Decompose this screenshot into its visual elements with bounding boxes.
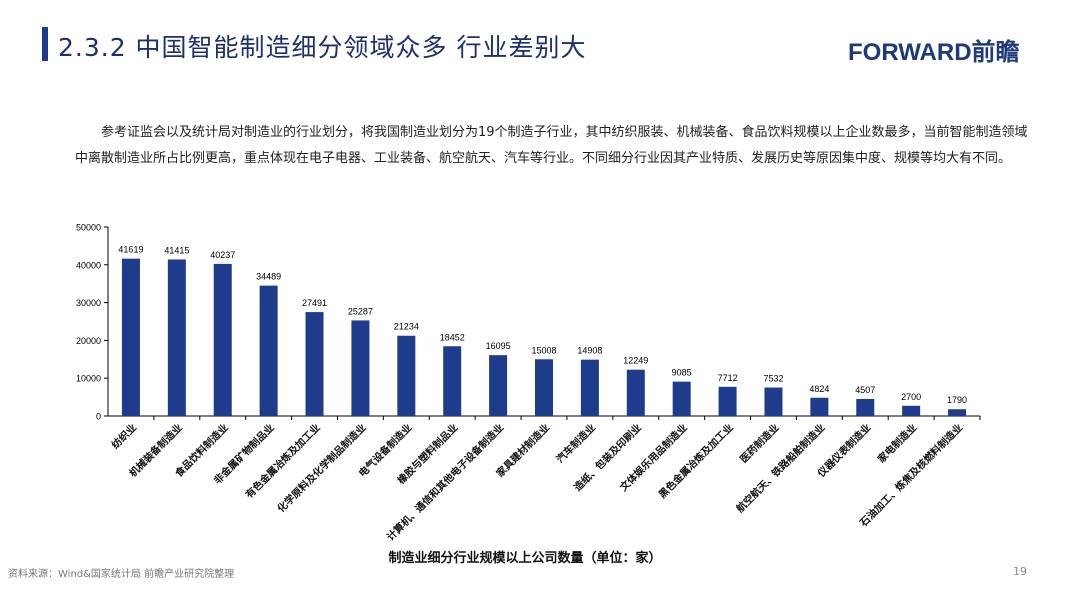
data-label: 1790 xyxy=(947,395,967,405)
bar xyxy=(810,397,829,416)
bar xyxy=(718,386,737,416)
x-tick-label: 化学原料及化学制品制造业 xyxy=(274,421,368,515)
forward-logo: FORWARD前瞻 xyxy=(848,39,1020,66)
data-label: 4824 xyxy=(809,384,829,394)
bar xyxy=(167,259,186,416)
bar xyxy=(121,258,140,416)
data-label: 12249 xyxy=(623,356,648,366)
bar xyxy=(397,335,416,416)
bar xyxy=(626,369,645,416)
data-label: 7712 xyxy=(718,373,738,383)
y-tick-label: 50000 xyxy=(76,223,101,233)
bar xyxy=(948,409,967,416)
bar xyxy=(856,398,875,416)
x-tick-label: 纺织业 xyxy=(109,421,139,451)
data-label: 18452 xyxy=(440,332,465,342)
data-label: 4507 xyxy=(855,385,875,395)
x-tick-label: 黑色金属冶炼及加工业 xyxy=(656,421,736,501)
data-label: 15008 xyxy=(531,345,556,355)
x-axis-title: 制造业细分行业规模以上公司数量（单位：家） xyxy=(388,550,661,566)
bar xyxy=(213,263,232,416)
y-tick-label: 10000 xyxy=(76,374,101,384)
data-label: 40237 xyxy=(210,250,235,260)
data-label: 7532 xyxy=(763,374,783,384)
source-note: 资料来源：Wind&国家统计局 前瞻产业研究院整理 xyxy=(8,569,235,580)
page-number: 19 xyxy=(1013,565,1027,578)
title-accent-bar xyxy=(42,27,48,61)
bar xyxy=(443,346,462,416)
x-tick-label: 汽车制造业 xyxy=(553,421,598,466)
bar xyxy=(672,381,691,416)
x-tick-label: 医药制造业 xyxy=(737,421,782,466)
y-tick-label: 40000 xyxy=(76,260,101,270)
bar xyxy=(351,320,370,416)
page-title: 2.3.2 中国智能制造细分领域众多 行业差别大 xyxy=(58,33,587,62)
data-label: 27491 xyxy=(302,298,327,308)
bar xyxy=(902,405,921,416)
data-label: 25287 xyxy=(348,306,373,316)
x-tick-label: 航空航天、铁路船舶制造业 xyxy=(733,421,827,515)
data-label: 16095 xyxy=(486,341,511,351)
bar xyxy=(259,285,278,416)
data-label: 34489 xyxy=(256,272,281,282)
data-label: 9085 xyxy=(672,368,692,378)
bar xyxy=(489,355,508,416)
bar xyxy=(764,387,783,416)
y-tick-label: 20000 xyxy=(76,336,101,346)
x-tick-label: 家电制造业 xyxy=(875,421,920,466)
data-label: 21234 xyxy=(394,322,419,332)
bar xyxy=(535,359,553,416)
x-tick-label: 有色金属冶炼及加工业 xyxy=(243,421,323,501)
intro-paragraph: 参考证监会以及统计局对制造业的行业划分，将我国制造业划分为19个制造子行业，其中… xyxy=(75,125,1028,166)
bar xyxy=(580,359,599,416)
data-label: 41619 xyxy=(118,245,143,255)
y-tick-label: 30000 xyxy=(76,298,101,308)
y-tick-label: 0 xyxy=(96,412,101,422)
data-label: 2700 xyxy=(901,392,921,402)
data-label: 41415 xyxy=(164,245,189,255)
bar xyxy=(305,312,324,416)
data-label: 14908 xyxy=(577,346,602,356)
